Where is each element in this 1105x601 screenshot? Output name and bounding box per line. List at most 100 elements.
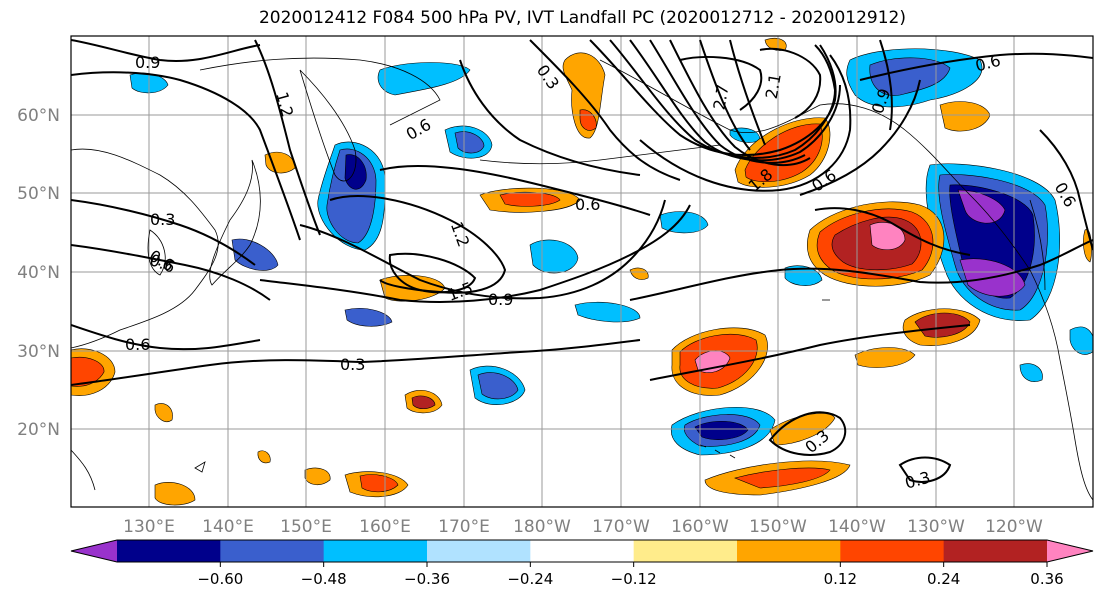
contour-0.3-s [71,339,641,386]
colorbar-segments [70,539,1094,563]
lat-label: 50°N [17,184,60,204]
contour-0.3-n2 [529,39,681,181]
colorbar-tick-label: −0.12 [611,570,657,588]
contour-0.6-ee [629,239,1093,301]
contour-0.6-w [71,244,271,301]
colorbar-segment [840,540,945,562]
coast-hawaii [699,444,736,459]
contour-label: 0.3 [150,210,175,229]
contour-0.3-ne [814,207,971,256]
lon-label: 160°E [359,517,411,537]
contour-1.2-left [254,39,321,236]
colorbar-segment [117,540,221,562]
colorbar-segment [737,540,841,562]
shade-neg-k [1019,363,1043,382]
contour-2.1 [759,47,822,119]
contour-0.3-lo [649,324,971,381]
coast-kamchatka [299,69,357,182]
lon-label: 130°E [123,517,175,537]
contour-0.6-sw [71,324,261,351]
contour-0.9-e [879,39,893,131]
contour-label: 2.7 [710,83,733,111]
colorbar: −0.60−0.48−0.36−0.24−0.120.120.240.360.4… [70,539,1094,588]
contour-0.9-top [71,39,261,62]
shade-pos-st6 [854,347,916,368]
contour-label: 0.9 [135,53,160,72]
lon-label: 160°W [671,517,729,537]
colorbar-tick-label: −0.48 [301,570,347,588]
contour-0.6-e [859,52,1093,81]
lat-axis: 60°N 50°N 40°N 30°N 20°N [17,106,60,440]
coast-japan [209,159,261,286]
contour-0.6-ak [799,79,921,196]
lat-label: 60°N [17,106,60,126]
shade-pos-r [154,403,173,422]
contour-0.3-se2 [898,456,952,483]
lon-label: 150°W [749,517,807,537]
colorbar-segment [530,540,635,562]
contour-2.7 [679,56,763,111]
contour-label: 0.6 [575,195,600,214]
contour-1.8 [639,54,852,192]
lon-label: 120°W [985,517,1043,537]
shade-neg-c [377,62,471,96]
lat-label: 40°N [17,263,60,283]
colorbar-tick-label: −0.36 [404,570,450,588]
shading-layer [71,38,1093,506]
lon-label: 150°E [280,517,332,537]
shade-neg-h [344,308,393,327]
shade-neg-j [1069,326,1093,355]
pv-contours [71,39,1093,483]
shade-pos-w2 [71,357,105,387]
shade-neg-jp [231,238,279,271]
coast-siberia [199,57,441,126]
colorbar-tick-label: 0.12 [824,570,857,588]
colorbar-segment [323,540,428,562]
colorbar-tick-label: −0.24 [507,570,553,588]
colorbar-tick-label: 0.24 [927,570,960,588]
colorbar-extend-low [71,540,117,562]
colorbar-outline [70,539,1094,563]
coast-island1 [194,461,206,473]
colorbar-ticks: −0.60−0.48−0.36−0.24−0.120.120.240.360.4… [197,562,1064,588]
contour-label: 0.3 [340,355,365,374]
coast-aleut [479,144,721,165]
colorbar-tick-label: 0.36 [1030,570,1063,588]
shade-pos-o [154,481,196,506]
shade-pos-l2 [411,395,436,410]
shade-pos-u [629,267,649,280]
shade-neg-e3 [694,421,749,440]
lon-label: 180°W [513,517,571,537]
contour-trough-2 [609,39,837,159]
lon-label: 140°E [202,517,254,537]
contour-label: 0.9 [488,290,513,309]
colorbar-segment [220,540,325,562]
lat-label: 30°N [17,342,60,362]
shade-pos-st5 [914,312,971,338]
coast-philippines [71,449,96,491]
colorbar-segment [943,540,1048,562]
contour-label: 2.1 [762,72,785,100]
contour-trough-7 [729,39,766,146]
lon-label: 130°W [907,517,965,537]
contour-0.9-mid [299,199,666,300]
shade-neg-g [574,302,641,323]
coast-alaska [599,59,1093,501]
shade-neg-i [784,265,823,286]
shade-pos-t [257,450,271,464]
shade-pos-p [304,467,331,486]
shade-neg-kam3 [344,154,367,190]
shade-neg-a2 [454,131,485,154]
contour-0.3-se [768,411,847,456]
lon-axis: 130°E 140°E 150°E 160°E 170°E 180°W 170°… [123,517,1043,537]
contour-0.6-n [379,165,651,216]
colorbar-segment [427,540,531,562]
lon-label: 140°W [828,517,886,537]
contour-0.6-tl [71,71,301,241]
coastlines [71,57,1093,501]
shade-pos-m2 [359,474,399,493]
contour-0.3-n [459,59,641,176]
shade-neg-d2 [477,372,519,400]
shade-pos-st8 [734,467,831,489]
map-title: 2020012412 F084 500 hPa PV, IVT Landfall… [258,8,906,28]
